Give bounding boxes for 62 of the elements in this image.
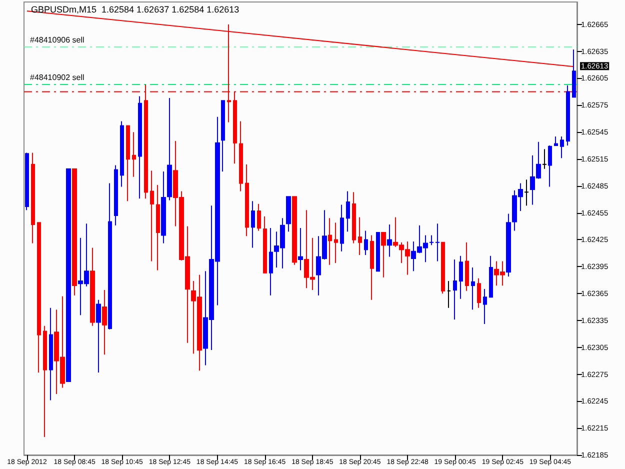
candlestick <box>542 148 547 170</box>
candlestick <box>25 152 29 211</box>
candlestick <box>126 125 130 202</box>
candlestick <box>459 255 463 300</box>
candlestick <box>328 218 332 266</box>
candlestick <box>138 96 142 199</box>
candlestick <box>66 168 71 382</box>
candlestick <box>96 299 101 373</box>
candlestick <box>49 307 53 401</box>
candlestick <box>108 182 112 330</box>
candlestick <box>102 289 107 356</box>
candlestick <box>90 247 95 326</box>
ref-line-label: #48410902 sell <box>30 73 84 82</box>
candlestick <box>263 216 267 274</box>
candlestick <box>471 267 475 310</box>
candlestick <box>31 152 35 244</box>
candlestick <box>376 232 380 272</box>
candlestick <box>37 222 41 373</box>
candlestick <box>150 170 154 262</box>
candlestick <box>286 196 291 232</box>
candlestick <box>387 224 392 258</box>
candlestick <box>221 100 225 172</box>
candlestick <box>334 222 338 264</box>
candlestick <box>435 223 440 262</box>
candlestick <box>489 255 493 298</box>
candlestick <box>298 228 303 271</box>
candlestick <box>120 120 124 188</box>
candlestick <box>245 164 249 237</box>
candlestick <box>465 242 469 292</box>
candlestick <box>524 179 529 206</box>
candlestick <box>548 145 552 188</box>
candlestick <box>269 228 273 296</box>
candlestick <box>132 132 136 178</box>
candlestick <box>43 325 47 438</box>
ref-line-label: #48410906 sell <box>30 35 84 44</box>
candlestick <box>239 120 243 192</box>
candlestick <box>554 136 558 146</box>
candlestick <box>156 184 160 271</box>
candlestick <box>370 234 374 300</box>
candlestick <box>429 234 434 246</box>
candlestick <box>453 258 457 320</box>
candlestick <box>346 190 350 232</box>
candlestick <box>447 280 451 308</box>
candlestick <box>352 192 356 244</box>
candlestick <box>483 288 487 325</box>
candlestick <box>566 84 570 146</box>
candlestick <box>114 164 118 226</box>
candlestick <box>477 278 481 308</box>
candlestick <box>560 136 564 159</box>
candlestick <box>257 203 261 232</box>
candlestick <box>358 216 362 256</box>
chart-title: GBPUSDm,M15 1.62584 1.62637 1.62584 1.62613 <box>31 4 240 14</box>
candlestick <box>340 204 344 252</box>
candlestick <box>167 97 172 201</box>
candlestick <box>72 168 77 296</box>
candlestick <box>161 171 166 244</box>
candlestick <box>292 196 297 266</box>
candlestick <box>364 230 368 256</box>
candlestick <box>251 200 255 248</box>
candlestick <box>381 232 386 278</box>
candlestick <box>441 242 445 294</box>
candlestick <box>572 49 576 98</box>
